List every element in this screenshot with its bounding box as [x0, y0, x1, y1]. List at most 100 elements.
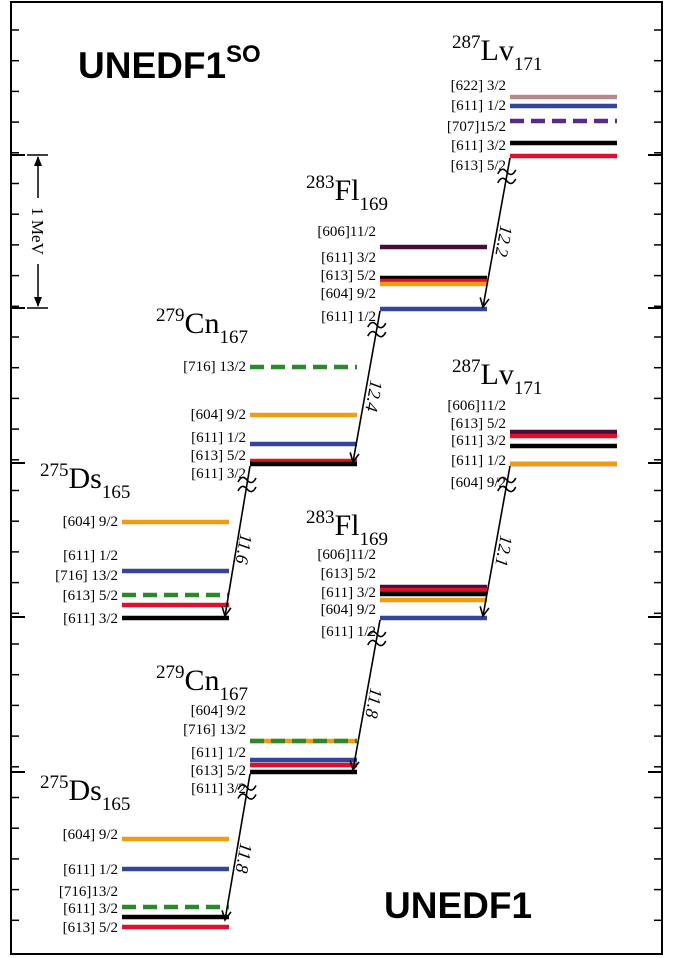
decay-arrow-head [479, 297, 490, 309]
mass-number: 287 [452, 356, 481, 377]
level-label: [604] 9/2 [191, 407, 246, 423]
level-label: [611] 1/2 [451, 453, 506, 469]
element-symbol: Ds [69, 774, 102, 807]
decay-arrow-head [479, 606, 490, 618]
decay-arrow-line [224, 465, 251, 617]
energy-scale-bar: 1 MeV [27, 154, 48, 309]
axis-break-mark [367, 330, 387, 338]
energy-scale-label: 1 MeV [28, 207, 47, 255]
q-alpha-value: 11.6 [232, 532, 257, 565]
mass-number: 279 [156, 662, 185, 683]
top-decay-fl-to-cn: 12.4 [349, 310, 387, 464]
top-model-superscript: SO [226, 41, 261, 68]
q-alpha-value: 11.8 [232, 841, 257, 874]
level-label: [611] 3/2 [191, 781, 246, 797]
top-nucleus-fl: 283Fl169 [606]11/2 [611] 3/2 [613] 5/2 [604]… [306, 172, 487, 325]
level-label: [606]11/2 [317, 224, 376, 240]
nucleus-title: 287Lv171 [452, 32, 542, 75]
element-symbol: Lv [481, 34, 514, 67]
decay-arrow-line [352, 310, 381, 463]
level-label: [604] 9/2 [63, 827, 118, 843]
level-label: [611] 1/2 [451, 98, 506, 114]
level-label: [604] 9/2 [191, 703, 246, 719]
q-alpha-value: 12.1 [491, 534, 516, 569]
top-nucleus-lv: 287Lv171 [622] 3/2 [611] 1/2 [707]15/2 [611]… [447, 32, 617, 174]
level-label: [613] 5/2 [191, 448, 246, 464]
bottom-model-label: UNEDF1 [384, 885, 532, 926]
level-label: [604] 9/2 [63, 514, 118, 530]
neutron-number: 167 [220, 684, 249, 705]
element-symbol: Fl [335, 174, 360, 207]
mass-number: 287 [452, 32, 481, 53]
bottom-nucleus-fl: 283Fl169[606]11/2 [613] 5/2 [611] 3/2[604]… [306, 507, 487, 640]
neutron-number: 171 [514, 54, 543, 75]
axis-break-mark [237, 784, 257, 791]
bottom-decay-fl-to-cn: 11.8 [349, 619, 387, 772]
element-symbol: Ds [69, 462, 102, 495]
level-label: [611] 3/2 [321, 250, 376, 266]
top-model-name: UNEDF1 [78, 45, 226, 86]
level-label: [622] 3/2 [451, 78, 506, 94]
neutron-number: 169 [360, 194, 389, 215]
bottom-nucleus-cn: 279Cn167[604] 9/2 [716] 13/2 [611] 1/2 [613… [156, 662, 357, 797]
level-label: [604] 9/2 [321, 286, 376, 302]
axis-break-mark [237, 793, 257, 800]
top-model-label: UNEDF1SO [78, 41, 261, 86]
decay-arrow-line [482, 465, 511, 617]
nucleus-title: 275Ds165 [40, 772, 130, 815]
neutron-number: 169 [360, 529, 389, 550]
level-label: [611] 3/2 [321, 585, 376, 601]
decay-arrow-line [352, 619, 381, 771]
level-label: [611] 1/2 [321, 309, 376, 325]
q-alpha-value: 12.2 [491, 224, 516, 259]
level-label: [613] 5/2 [63, 588, 118, 604]
nucleus-title: 287Lv171 [452, 356, 542, 399]
axis-break-mark [497, 168, 517, 176]
level-label: [716] 13/2 [183, 722, 246, 738]
level-label: [613] 5/2 [451, 416, 506, 432]
element-symbol: Cn [185, 307, 220, 340]
axis-break-mark [367, 321, 387, 329]
top-decay-cn-to-ds: 11.6 [221, 465, 257, 618]
axis-break-mark [367, 639, 387, 647]
neutron-number: 167 [220, 327, 249, 348]
axis-break-mark [237, 485, 257, 493]
mass-number: 283 [306, 172, 335, 193]
element-symbol: Lv [481, 358, 514, 391]
decay-arrow-head [221, 910, 232, 922]
level-label: [611] 3/2 [451, 433, 506, 449]
element-symbol: Cn [185, 664, 220, 697]
top-panel: 275Ds165 [604] 9/2 [611] 1/2 [716] 13/2 [613… [40, 32, 617, 627]
top-nucleus-ds: 275Ds165 [604] 9/2 [611] 1/2 [716] 13/2 [613… [40, 460, 229, 627]
bottom-decay-cn-to-ds: 11.8 [221, 773, 257, 922]
nucleus-title: 279Cn167 [156, 305, 248, 348]
q-alpha-value: 11.8 [361, 686, 386, 719]
neutron-number: 165 [102, 794, 131, 815]
axis-break-mark [497, 177, 517, 185]
decay-arrow-head [221, 606, 232, 618]
axis-break-mark [497, 485, 517, 493]
bottom-panel: 275Ds165[604] 9/2[611] 1/2[716]13/2[611]… [40, 356, 617, 936]
level-label: [716] 13/2 [55, 568, 118, 584]
level-label: [613] 5/2 [63, 920, 118, 936]
decay-arrow-head [349, 452, 360, 464]
neutron-number: 171 [514, 378, 543, 399]
plot-frame [10, 1, 663, 955]
level-label: [611] 3/2 [63, 901, 118, 917]
nucleus-title: 279Cn167 [156, 662, 248, 705]
level-label: [611] 1/2 [191, 745, 246, 761]
frame-ticks [11, 29, 662, 922]
axis-break-mark [497, 476, 517, 484]
decay-arrow-line [224, 773, 251, 921]
level-label: [716]13/2 [59, 884, 118, 900]
mass-number: 275 [40, 772, 69, 793]
level-label: [613] 5/2 [321, 268, 376, 284]
nucleus-title: 275Ds165 [40, 460, 130, 503]
bottom-nucleus-ds: 275Ds165 [604] 9/2 [611] 1/2 [716]13/2[611]… [40, 772, 229, 936]
level-label: [606]11/2 [447, 398, 506, 414]
bottom-nucleus-lv: 287Lv171[606]11/2[613] 5/2[611] 3/2[611]… [447, 356, 617, 491]
level-label: [611] 3/2 [451, 138, 506, 154]
level-label: [604] 9/2 [321, 602, 376, 618]
level-label: [606]11/2 [317, 547, 376, 563]
